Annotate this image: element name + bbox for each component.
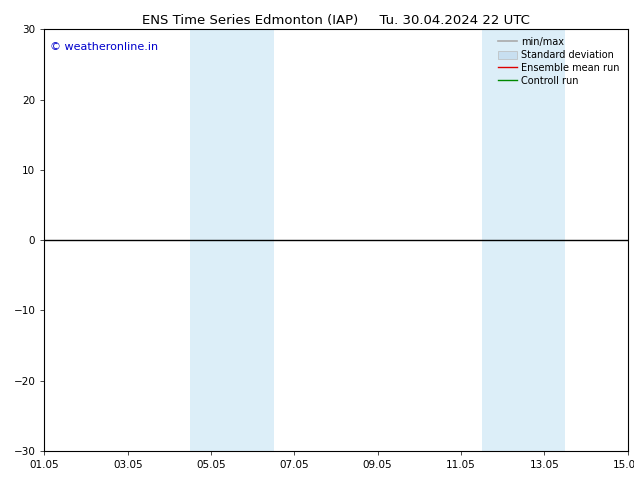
Title: ENS Time Series Edmonton (IAP)     Tu. 30.04.2024 22 UTC: ENS Time Series Edmonton (IAP) Tu. 30.04… xyxy=(142,14,530,27)
Legend: min/max, Standard deviation, Ensemble mean run, Controll run: min/max, Standard deviation, Ensemble me… xyxy=(495,34,623,89)
Bar xyxy=(190,29,273,451)
Text: © weatheronline.in: © weatheronline.in xyxy=(50,42,158,52)
Bar xyxy=(482,29,565,451)
